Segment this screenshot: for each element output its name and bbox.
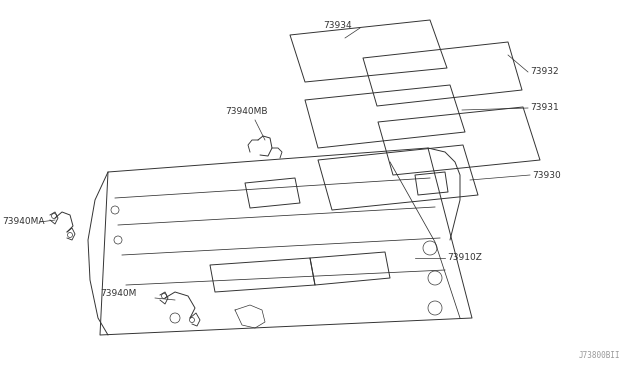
Text: 73930: 73930 <box>532 170 561 180</box>
Text: 73940M: 73940M <box>100 289 136 298</box>
Text: J73800BII: J73800BII <box>579 351 620 360</box>
Text: 73932: 73932 <box>530 67 559 77</box>
Text: 73931: 73931 <box>530 103 559 112</box>
Text: 73934: 73934 <box>323 22 351 31</box>
Text: 73940MB: 73940MB <box>225 108 268 116</box>
Text: 73910Z: 73910Z <box>447 253 482 263</box>
Text: 73940MA: 73940MA <box>2 218 45 227</box>
